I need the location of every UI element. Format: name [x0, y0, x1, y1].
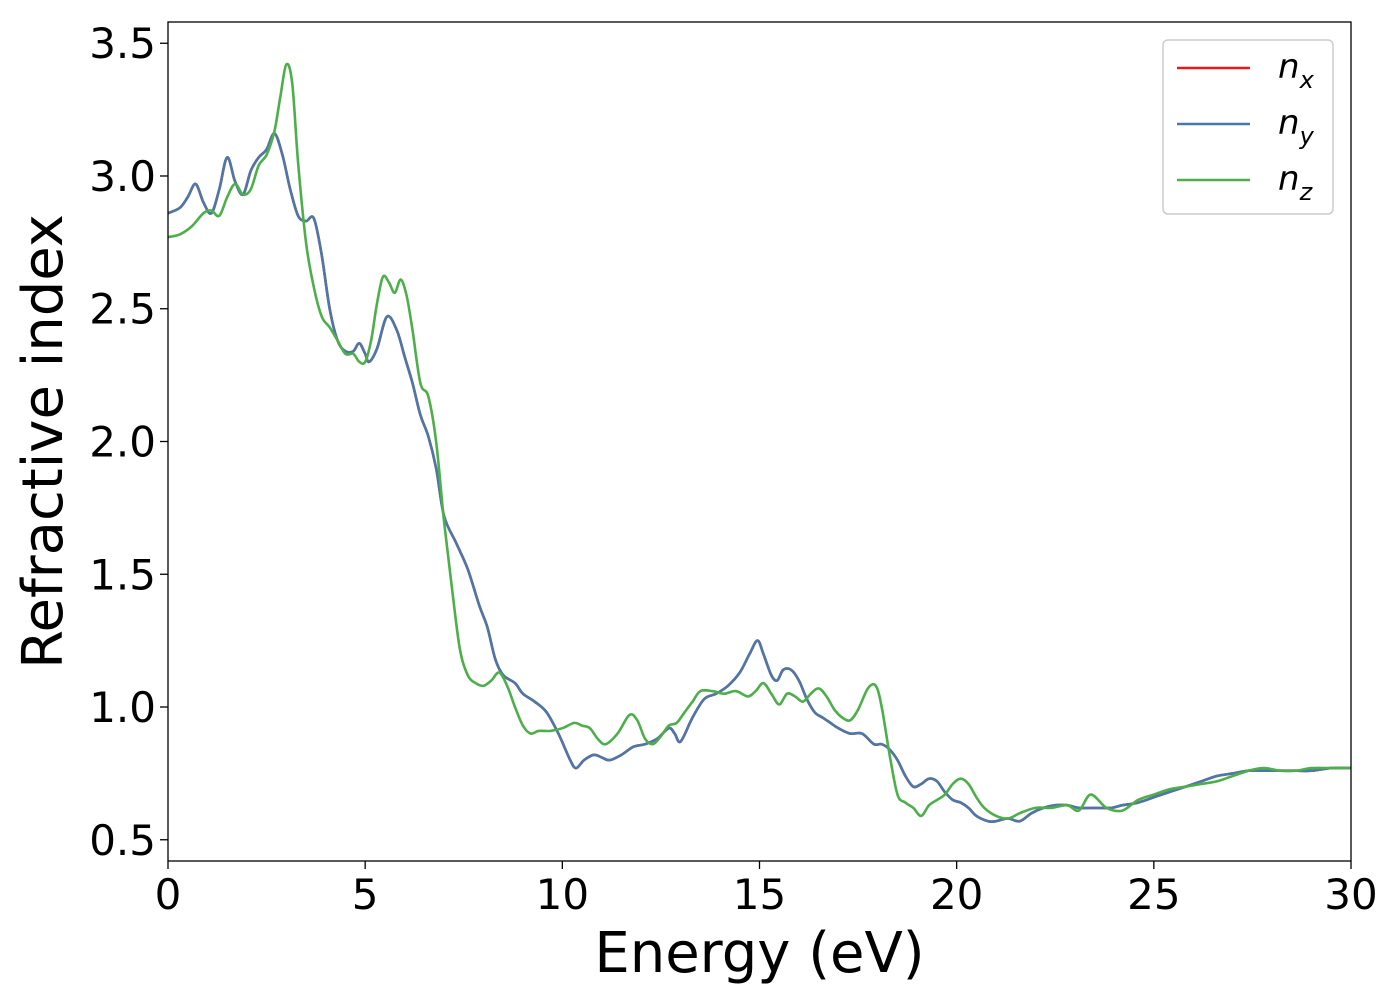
series-line-ny: [168, 132, 1351, 824]
x-tick-label: 30: [1324, 870, 1377, 919]
series-line-nz: [168, 62, 1351, 820]
y-tick-label: 3.5: [89, 19, 156, 68]
series-line-nx: [168, 132, 1351, 824]
x-tick-label: 5: [352, 870, 379, 919]
y-axis-label: Refractive index: [11, 214, 76, 669]
y-tick-label: 0.5: [89, 816, 156, 865]
x-tick-label: 20: [930, 870, 983, 919]
y-tick-label: 3.0: [89, 152, 156, 201]
y-tick-label: 1.5: [89, 550, 156, 599]
x-tick-label: 15: [733, 870, 786, 919]
legend: nx ny nz: [1162, 39, 1334, 215]
legend-label-nz: nz: [1278, 159, 1314, 206]
y-tick-label: 2.5: [89, 285, 156, 334]
x-tick-label: 0: [155, 870, 182, 919]
x-tick-label: 25: [1127, 870, 1180, 919]
legend-box: [1162, 39, 1334, 215]
legend-label-ny: ny: [1278, 103, 1315, 150]
x-axis-label: Energy (eV): [594, 921, 924, 986]
y-tick-label: 1.0: [89, 683, 156, 732]
y-tick-label: 2.0: [89, 418, 156, 467]
legend-label-nx: nx: [1278, 47, 1315, 94]
x-tick-label: 10: [536, 870, 589, 919]
